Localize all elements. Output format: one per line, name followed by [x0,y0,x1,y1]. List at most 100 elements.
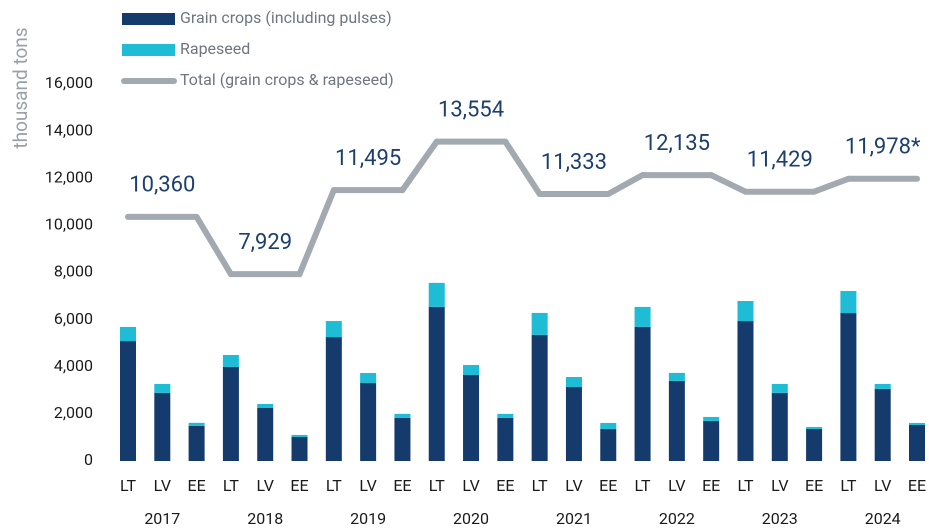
bar-segment [737,301,754,322]
bar-segment [120,341,136,461]
bar-segment [840,290,857,314]
data-label: 11,978* [845,135,921,160]
x-tick-label: LV [154,476,171,495]
x-tick-label: EE [496,476,514,495]
bar-segment [360,372,377,384]
bar-segment [703,420,720,461]
total-connector [605,172,646,197]
bar-segment [394,413,411,418]
y-tick-label: 14,000 [45,120,93,139]
x-group-label: 2023 [762,509,798,528]
bar-segment [806,428,823,461]
x-group-label: 2022 [659,509,695,528]
y-tick-label: 2,000 [54,403,93,422]
x-tick-label: LV [771,476,788,495]
x-tick-label: EE [599,476,617,495]
bar-segment [909,422,925,425]
bar-segment [806,426,823,429]
data-label: 11,495 [335,146,401,171]
data-label: 10,360 [129,173,195,198]
x-tick-label: LV [462,476,479,495]
legend-swatch [122,13,175,25]
total-connector [193,213,234,278]
bar-segment [120,326,136,342]
bar-segment [531,334,548,461]
total-connector [502,138,543,197]
bar-segment [154,383,171,393]
y-tick-label: 10,000 [45,215,93,234]
x-tick-label: LT [429,476,445,495]
legend-label: Rapeseed [180,39,250,58]
bar-segment [154,392,171,461]
legend-label: Grain crops (including pulses) [180,8,392,27]
total-connector [296,187,337,278]
bar-segment [428,282,445,307]
y-tick-label: 6,000 [54,309,93,328]
x-tick-label: EE [188,476,206,495]
bar-segment [909,424,925,461]
x-group-label: 2017 [144,509,180,528]
bar-segment [600,428,617,461]
bar-segment [668,372,685,381]
bar-segment [771,383,788,393]
bar-segment [188,422,205,426]
data-label: 11,429 [747,148,813,173]
bar-segment [497,417,514,461]
bar-segment [771,392,788,461]
bar-segment [394,417,411,461]
total-connector [399,138,440,194]
x-tick-label: LV [359,476,376,495]
bar-segment [257,407,274,461]
x-group-label: 2020 [453,509,489,528]
bar-segment [325,337,342,461]
x-tick-label: EE [908,476,926,495]
bar-segment [634,326,651,461]
legend-label: Total (grain crops & rapeseed) [180,70,394,89]
bar-segment [360,383,377,461]
data-label: 7,929 [238,230,292,255]
y-axis-title: thousand tons [9,27,32,148]
bar-segment [565,387,582,461]
bar-segment [428,306,445,461]
x-tick-label: EE [805,476,823,495]
data-label: 12,135 [644,131,710,156]
x-tick-label: LV [256,476,273,495]
bar-segment [874,383,891,389]
bar-segment [703,416,720,421]
total-connector [708,172,749,195]
x-group-label: 2021 [556,509,592,528]
bar-segment [222,366,239,461]
x-group-label: 2024 [865,509,901,528]
y-tick-label: 8,000 [54,262,93,281]
bar-segment [874,388,891,461]
x-tick-label: EE [702,476,720,495]
bar-segment [600,422,617,429]
bar-segment [188,425,205,461]
bar-segment [634,306,651,327]
bar-segment [737,321,754,461]
x-group-label: 2019 [350,509,386,528]
x-tick-label: LT [532,476,548,495]
bar-segment [531,312,548,335]
data-label: 11,333 [541,150,607,175]
total-connector [811,175,852,195]
bar-segment [463,364,480,375]
y-tick-label: 16,000 [45,73,93,92]
bar-segment [565,376,582,388]
y-tick-label: 0 [84,450,93,469]
y-tick-label: 12,000 [45,167,93,186]
x-tick-label: EE [393,476,411,495]
x-tick-label: LV [668,476,685,495]
bar-segment [222,354,239,367]
x-tick-label: LT [223,476,239,495]
y-tick-label: 4,000 [54,356,93,375]
x-tick-label: LT [326,476,342,495]
x-group-label: 2018 [247,509,283,528]
bar-segment [840,313,857,461]
bar-segment [291,436,308,461]
legend-swatch [122,44,175,56]
x-tick-label: LV [565,476,582,495]
x-tick-label: LT [840,476,856,495]
bar-segment [257,403,274,408]
x-tick-label: LT [635,476,651,495]
